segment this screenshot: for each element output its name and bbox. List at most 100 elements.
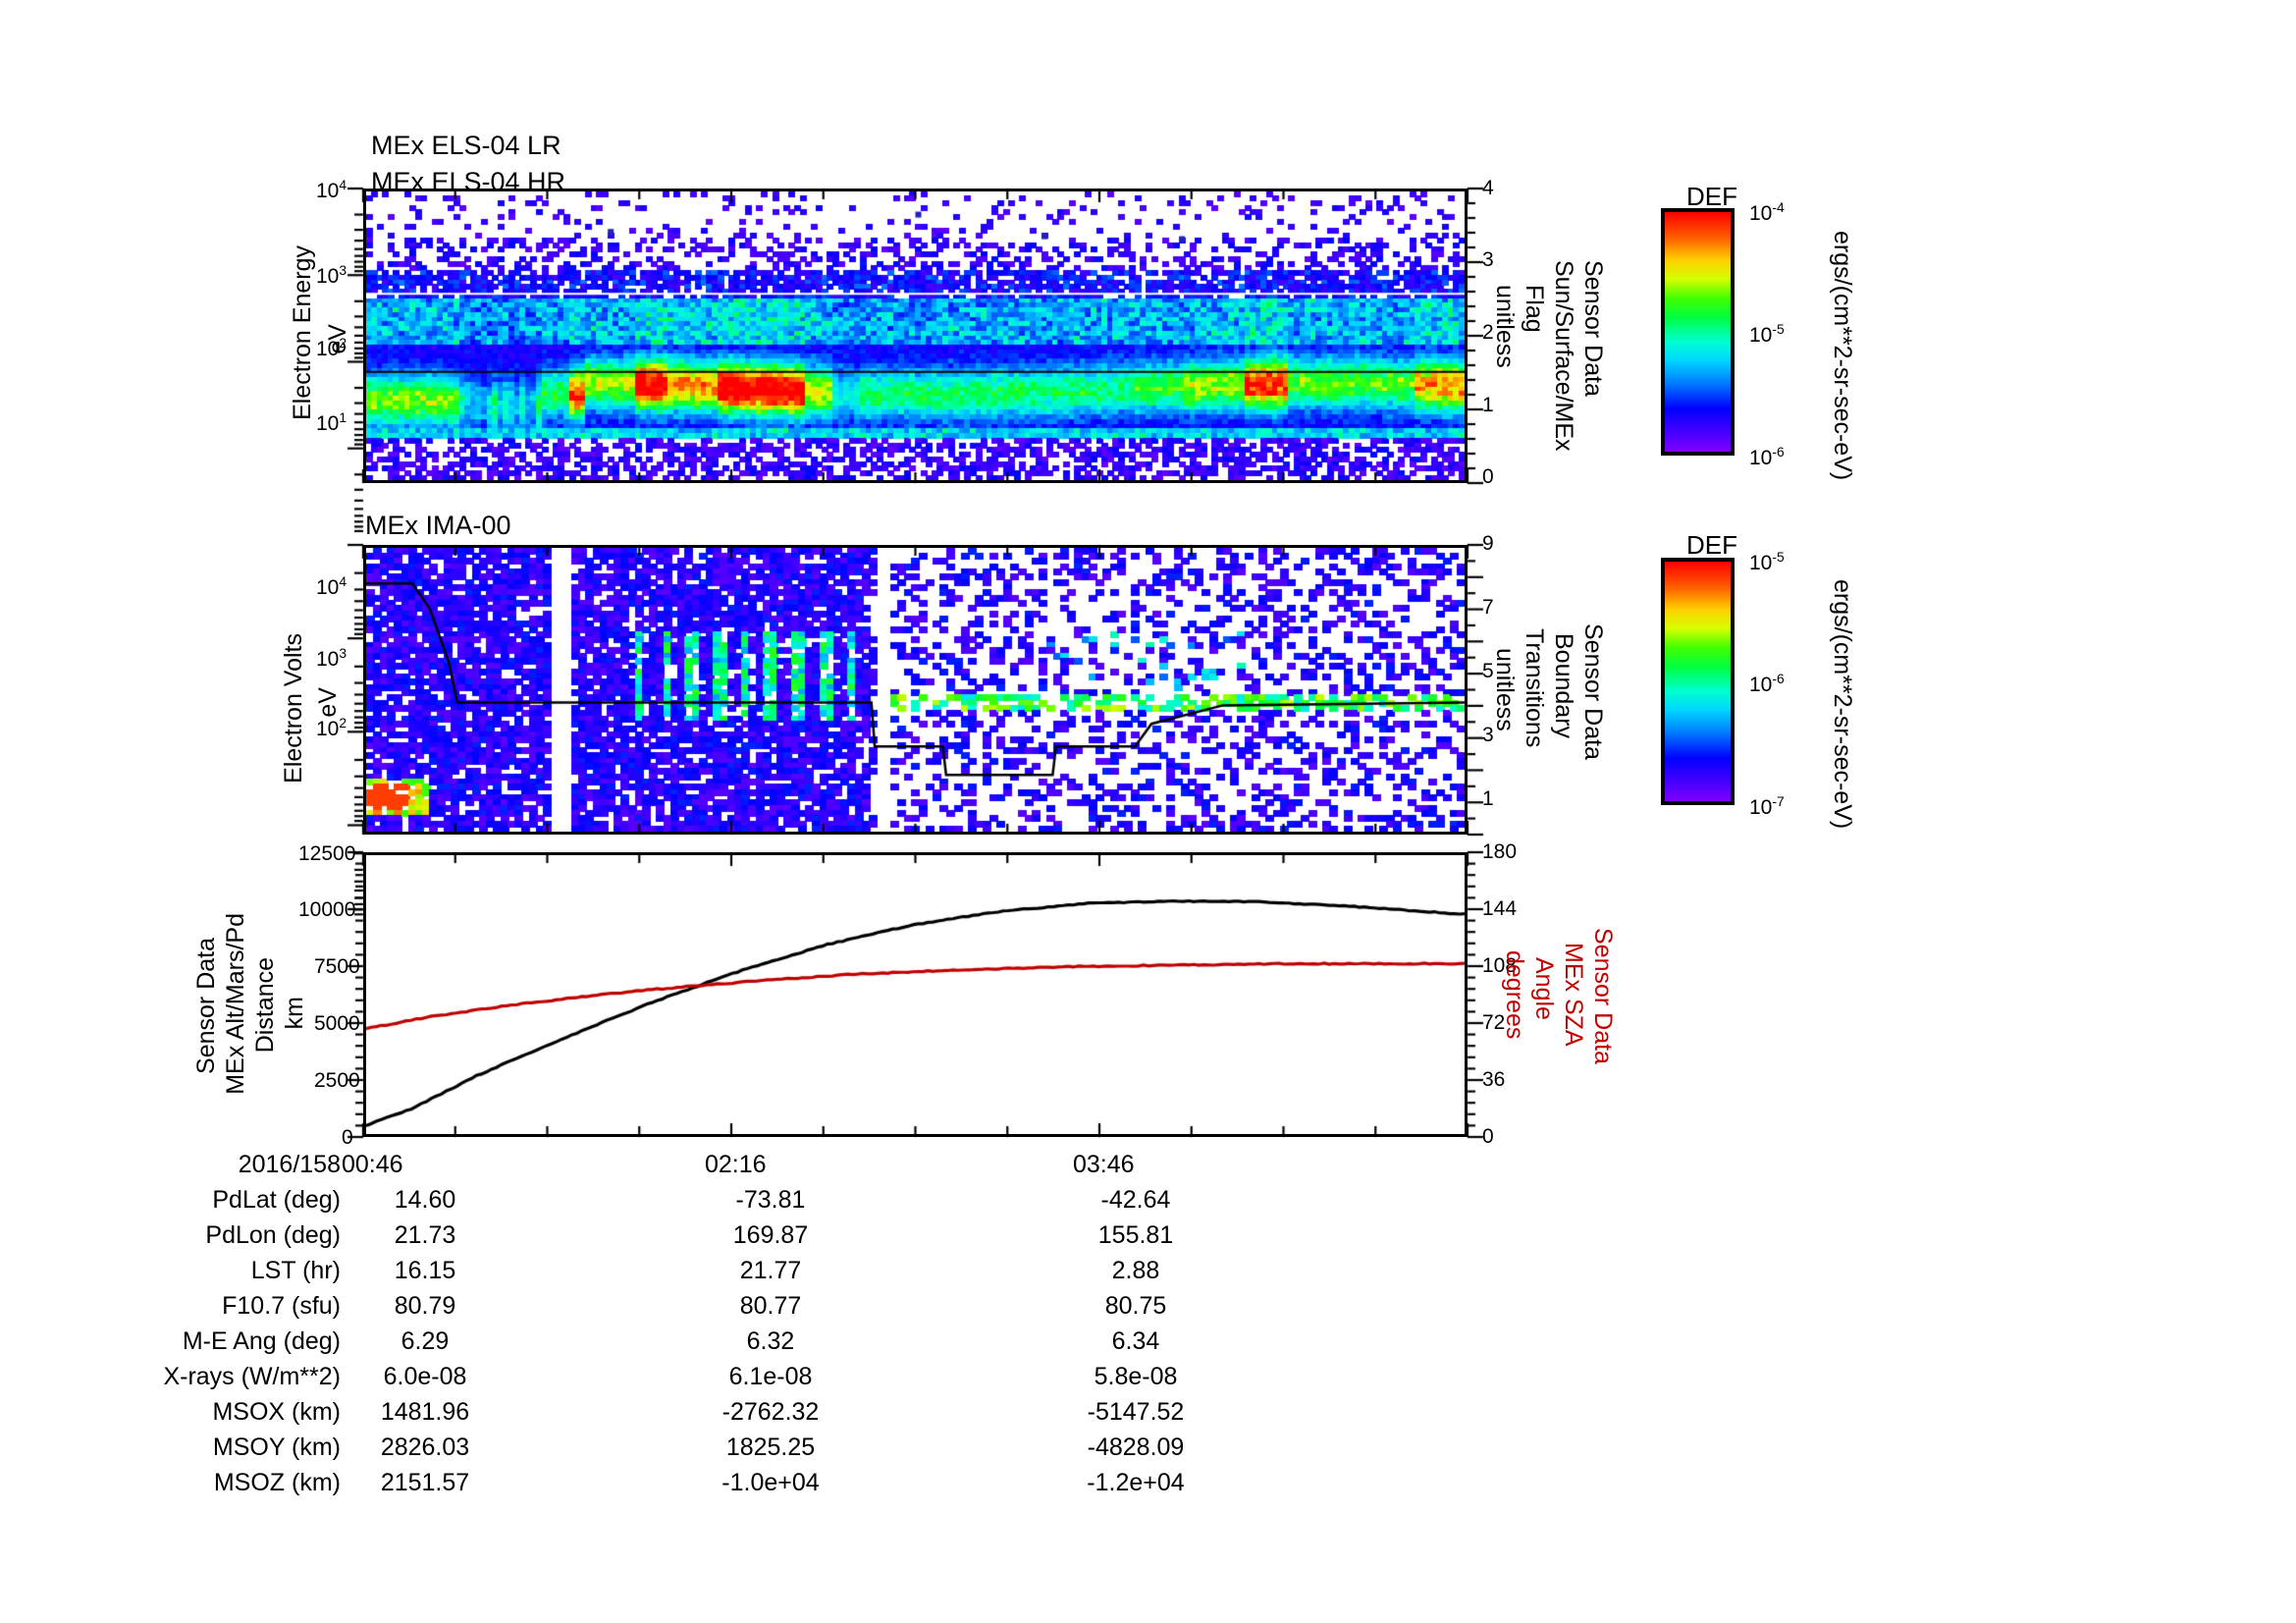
colorbar-els-tick-bot: 10-6	[1749, 444, 1785, 469]
panel-ima-rtick-9: 9	[1482, 532, 1494, 555]
table-c1-r2: 169.87	[732, 1221, 809, 1249]
table-c0-r1: 14.60	[394, 1186, 456, 1214]
table-row-label-5: M-E Ang (deg)	[182, 1327, 341, 1355]
table-c2-r6: 5.8e-08	[1094, 1363, 1178, 1390]
xaxis-tick-2: 03:46	[1073, 1151, 1135, 1179]
table-c0-r6: 6.0e-08	[383, 1363, 467, 1390]
panel-ima-rlabel-line1: Sensor Data	[1579, 623, 1607, 760]
table-row-label-8: MSOY (km)	[212, 1434, 341, 1461]
panel-alt-rlabel-line2: MEx SZA	[1560, 943, 1587, 1047]
panel-alt-ylabel-line2: MEx Alt/Mars/Pd	[222, 913, 249, 1095]
table-c2-r9: -1.2e+04	[1087, 1469, 1185, 1496]
table-c1-r9: -1.0e+04	[721, 1469, 820, 1496]
table-c1-r7: -2762.32	[721, 1398, 820, 1426]
table-row-label-2: PdLon (deg)	[205, 1221, 341, 1249]
panel-alt-ytick-7500: 7500	[314, 955, 360, 978]
table-c1-r5: 6.32	[746, 1327, 795, 1355]
table-c0-r4: 80.79	[394, 1292, 456, 1320]
panel-alt-ylabel-line3: Distance	[251, 957, 279, 1054]
panel-alt-rlabel-2: MEx SZA	[1559, 943, 1587, 1047]
table-c2-r8: -4828.09	[1087, 1434, 1185, 1461]
panel-ima-ylabel-line1: Electron Volts	[280, 633, 307, 784]
panel-ima-rlabel-1: Sensor Data	[1578, 623, 1607, 760]
panel-ima-yunit: eV	[314, 687, 343, 718]
panel-alt-rtick-36: 36	[1482, 1068, 1506, 1091]
xaxis-tick-0: 00:46	[342, 1151, 403, 1179]
panel-els-ytick-1: 101	[316, 409, 347, 435]
xaxis-tick-1: 02:16	[705, 1151, 767, 1179]
panel-ima-rlabel-line2: Boundary	[1550, 633, 1577, 739]
table-c0-r7: 1481.96	[380, 1398, 470, 1426]
panel-ima-rlabel-line3: Transitions	[1521, 628, 1548, 748]
panel-ima-spectrogram	[366, 548, 1465, 832]
xaxis-tick-label-0: 00:46	[342, 1151, 403, 1178]
ephemeris-table: 2016/158 PdLat (deg) PdLon (deg) LST (hr…	[0, 0, 2296, 1496]
panel-alt-rtick-0: 0	[1482, 1125, 1494, 1148]
panel-ima-ytick-3: 103	[316, 645, 347, 671]
panel-ima-rtick-7: 7	[1482, 596, 1494, 619]
panel-els-rtick-1: 1	[1482, 394, 1494, 416]
table-c2-r3: 2.88	[1111, 1257, 1160, 1284]
panel-ima-yunit-line: eV	[314, 687, 342, 718]
table-c0-r5: 6.29	[400, 1327, 450, 1355]
colorbar-ima-gradient	[1665, 562, 1731, 801]
colorbar-ima-title: DEF	[1686, 530, 1737, 560]
colorbar-ima-tick-mid: 10-6	[1749, 671, 1785, 696]
table-row-label-0: 2016/158	[238, 1151, 341, 1178]
table-c2-r4: 80.75	[1104, 1292, 1167, 1320]
panel-alt-rtick-180: 180	[1482, 840, 1518, 863]
table-c0-r8: 2826.03	[380, 1434, 470, 1461]
panel-alt-ytick-12500: 12500	[298, 842, 356, 865]
panel-alt-ylabel-line4: km	[281, 997, 308, 1030]
xaxis-tick-label-2: 03:46	[1073, 1151, 1135, 1178]
panel-alt-ylabel-2: MEx Alt/Mars/Pd	[222, 913, 250, 1095]
panel-ima-ytick-2: 102	[316, 715, 347, 740]
panel-alt-rtick-144: 144	[1482, 897, 1518, 920]
table-c1-r6: 6.1e-08	[728, 1363, 813, 1390]
colorbar-ima-tick-top: 10-5	[1749, 549, 1785, 574]
panel-ima-rlabel-4: unitless	[1490, 648, 1519, 731]
panel-alt-rlabel-line3: Angle	[1530, 957, 1558, 1020]
table-c2-r7: -5147.52	[1087, 1398, 1185, 1426]
panel-alt-rlabel-line4: degrees	[1501, 950, 1528, 1040]
panel-alt-rlabel-line1: Sensor Data	[1589, 928, 1617, 1064]
panel-alt-ytick-10000: 10000	[298, 898, 356, 921]
colorbar-ima-units: ergs/(cm**2-sr-sec-eV)	[1829, 579, 1856, 830]
table-row-label-6: X-rays (W/m**2)	[163, 1363, 341, 1390]
panel-ima-title: MEx IMA-00	[365, 511, 511, 540]
panel-alt-rlabel-3: Angle	[1529, 957, 1558, 1020]
table-c1-r8: 1825.25	[725, 1434, 816, 1461]
table-c1-r1: -73.81	[735, 1186, 806, 1214]
table-c2-r2: 155.81	[1097, 1221, 1174, 1249]
table-c1-r4: 80.77	[739, 1292, 802, 1320]
table-row-label-1: PdLat (deg)	[212, 1186, 341, 1214]
colorbar-ima-tick-bot: 10-7	[1749, 793, 1785, 819]
panel-els-rtick-0: 0	[1482, 465, 1494, 488]
table-c0-r3: 16.15	[394, 1257, 456, 1284]
colorbar-ima-bar	[1661, 558, 1735, 805]
table-row-label-4: F10.7 (sfu)	[222, 1292, 341, 1320]
table-row-label-9: MSOZ (km)	[213, 1469, 341, 1496]
panel-alt-ylabel-3: Distance	[251, 957, 280, 1053]
panel-ima-rtick-1: 1	[1482, 787, 1494, 810]
table-c1-r3: 21.77	[739, 1257, 802, 1284]
table-row-label-3: LST (hr)	[250, 1257, 341, 1284]
panel-alt-lines	[366, 855, 1465, 1134]
xaxis-tick-label-1: 02:16	[705, 1151, 767, 1178]
table-c2-r1: -42.64	[1100, 1186, 1171, 1214]
table-c0-r2: 21.73	[394, 1221, 456, 1249]
table-c0-r9: 2151.57	[380, 1469, 470, 1496]
table-c2-r5: 6.34	[1111, 1327, 1160, 1355]
panel-alt-ylabel-line1: Sensor Data	[192, 938, 220, 1074]
panel-alt-ylabel-4: km	[281, 997, 309, 1029]
panel-alt-ylabel-1: Sensor Data	[192, 938, 221, 1074]
panel-alt-rlabel-4: degrees	[1500, 950, 1528, 1039]
panel-ima-rlabel-3: Transitions	[1520, 628, 1548, 747]
panel-ima-rlabel-line4: unitless	[1491, 648, 1519, 731]
panel-ima-ylabel: Electron Volts	[280, 633, 308, 784]
panel-ima-ytick-4: 104	[316, 573, 347, 599]
panel-ima-rlabel-2: Boundary	[1549, 633, 1577, 738]
table-row-label-7: MSOX (km)	[212, 1398, 341, 1426]
panel-alt-ytick-0: 0	[342, 1126, 353, 1149]
panel-alt-ytick-5000: 5000	[314, 1012, 360, 1035]
